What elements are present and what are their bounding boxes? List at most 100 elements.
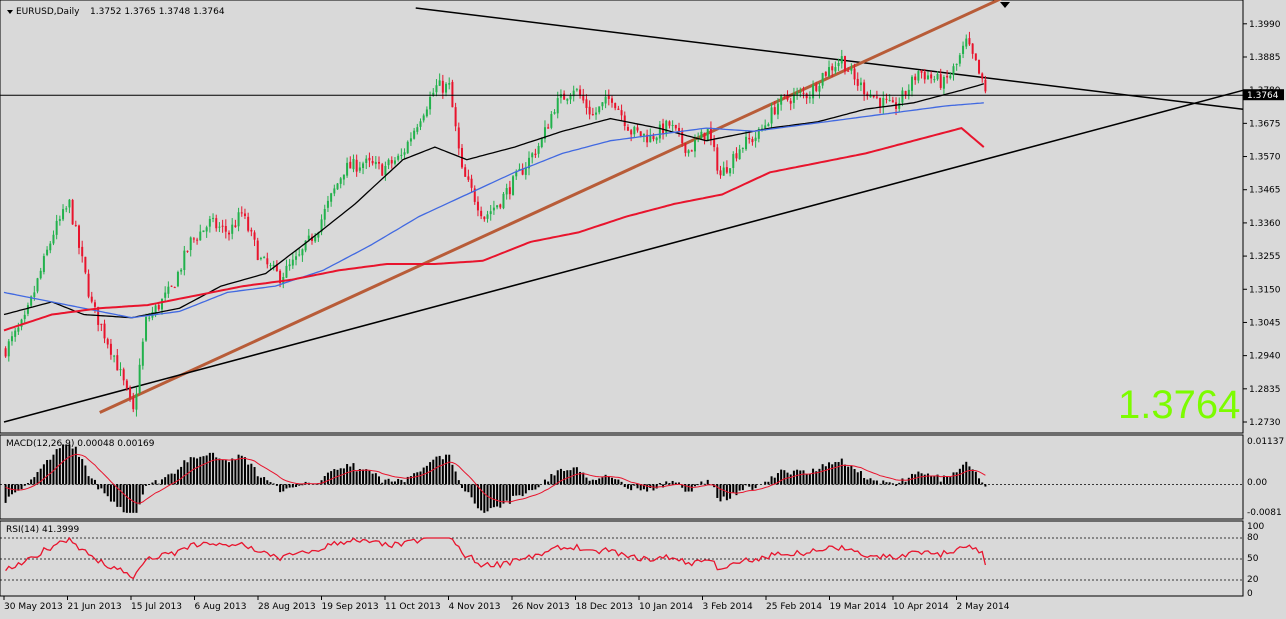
- candle-body: [346, 162, 349, 176]
- candle-body: [448, 83, 451, 85]
- candle-body: [323, 208, 326, 220]
- candle-body: [767, 124, 770, 127]
- candle-body: [496, 205, 499, 208]
- candle: [722, 161, 725, 176]
- candle: [917, 70, 920, 84]
- rsi-line: [5, 536, 987, 580]
- trendlines-layer[interactable]: [3, 0, 1244, 423]
- candle: [406, 140, 409, 154]
- candle-body: [432, 92, 435, 96]
- candle: [157, 302, 160, 311]
- candle: [543, 120, 546, 143]
- candle: [824, 71, 827, 78]
- candle: [626, 124, 629, 131]
- candle-body: [633, 126, 636, 135]
- candle: [467, 169, 470, 182]
- candle-body: [550, 114, 553, 128]
- candle-body: [317, 232, 320, 238]
- candle: [374, 156, 377, 169]
- candle: [250, 227, 253, 237]
- candle: [971, 43, 974, 59]
- candle-body: [413, 130, 416, 139]
- price-pane[interactable]: [0, 0, 1244, 434]
- candle-body: [259, 258, 262, 260]
- candle-body: [406, 141, 409, 154]
- candle-body: [512, 176, 515, 196]
- candle: [336, 183, 339, 190]
- candle-body: [531, 153, 534, 158]
- candle-body: [138, 364, 141, 393]
- candle-body: [505, 188, 508, 195]
- candle-body: [263, 257, 266, 259]
- price-tick-label: 1.2940: [1249, 352, 1281, 362]
- candle-body: [81, 246, 84, 257]
- candle-body: [291, 259, 294, 266]
- macd-pane[interactable]: [0, 434, 1244, 520]
- candle-body: [243, 213, 246, 217]
- candle: [700, 129, 703, 139]
- macd-label: MACD(12,26,9) 0.00048 0.00169: [6, 439, 155, 449]
- candle: [642, 133, 645, 143]
- candle: [212, 213, 215, 223]
- candle: [834, 61, 837, 75]
- trendline-brown[interactable]: [99, 0, 1115, 414]
- candle: [537, 142, 540, 158]
- candle: [636, 124, 639, 133]
- candle-body: [543, 127, 546, 139]
- chart-menu-arrow-icon[interactable]: [7, 10, 13, 14]
- candle: [87, 269, 90, 299]
- trendline-black[interactable]: [3, 89, 1244, 423]
- candle-body: [579, 89, 582, 96]
- candle-body: [575, 89, 578, 91]
- candle: [55, 214, 58, 240]
- time-tick-label: 28 Aug 2013: [258, 602, 316, 612]
- candle-body: [687, 150, 690, 154]
- candle-body: [671, 124, 674, 126]
- candle-body: [349, 161, 352, 169]
- candle-body: [898, 103, 901, 109]
- candle-body: [400, 154, 403, 156]
- big-price-readout: 1.3764: [1118, 383, 1240, 427]
- candle: [687, 149, 690, 157]
- candle: [454, 102, 457, 132]
- candle-body: [20, 319, 23, 327]
- candle-body: [901, 90, 904, 103]
- candle: [78, 224, 81, 255]
- candle-body: [422, 115, 425, 121]
- candle: [732, 151, 735, 174]
- candle: [614, 102, 617, 111]
- candle: [840, 49, 843, 69]
- candle-body: [240, 212, 243, 214]
- price-tick-label: 1.3255: [1249, 252, 1281, 262]
- candle-body: [649, 135, 652, 143]
- rsi-tick-0: 0: [1247, 589, 1253, 599]
- candle: [859, 77, 862, 92]
- candle: [365, 155, 368, 170]
- candle: [298, 248, 301, 257]
- candle: [476, 196, 479, 217]
- candle-body: [74, 225, 77, 227]
- candle: [690, 149, 693, 152]
- candle-body: [470, 178, 473, 188]
- candle-body: [4, 348, 7, 357]
- candle: [371, 156, 374, 166]
- price-tick-label: 1.3570: [1249, 153, 1281, 163]
- candle-body: [875, 96, 878, 98]
- rsi-pane[interactable]: [0, 520, 1244, 597]
- candle-body: [799, 91, 802, 93]
- trendline-black[interactable]: [415, 7, 1244, 110]
- candle-body: [228, 232, 231, 235]
- candle-body: [930, 74, 933, 79]
- time-tick-label: 2 May 2014: [957, 602, 1010, 612]
- chart-shift-marker-icon[interactable]: [1000, 2, 1010, 8]
- candle: [812, 80, 815, 104]
- candle: [253, 230, 256, 247]
- rsi-line-layer: [0, 536, 1243, 581]
- candle-body: [68, 199, 71, 208]
- candle-body: [693, 140, 696, 152]
- candle: [228, 230, 231, 241]
- candle: [486, 210, 489, 223]
- candle-body: [920, 70, 923, 73]
